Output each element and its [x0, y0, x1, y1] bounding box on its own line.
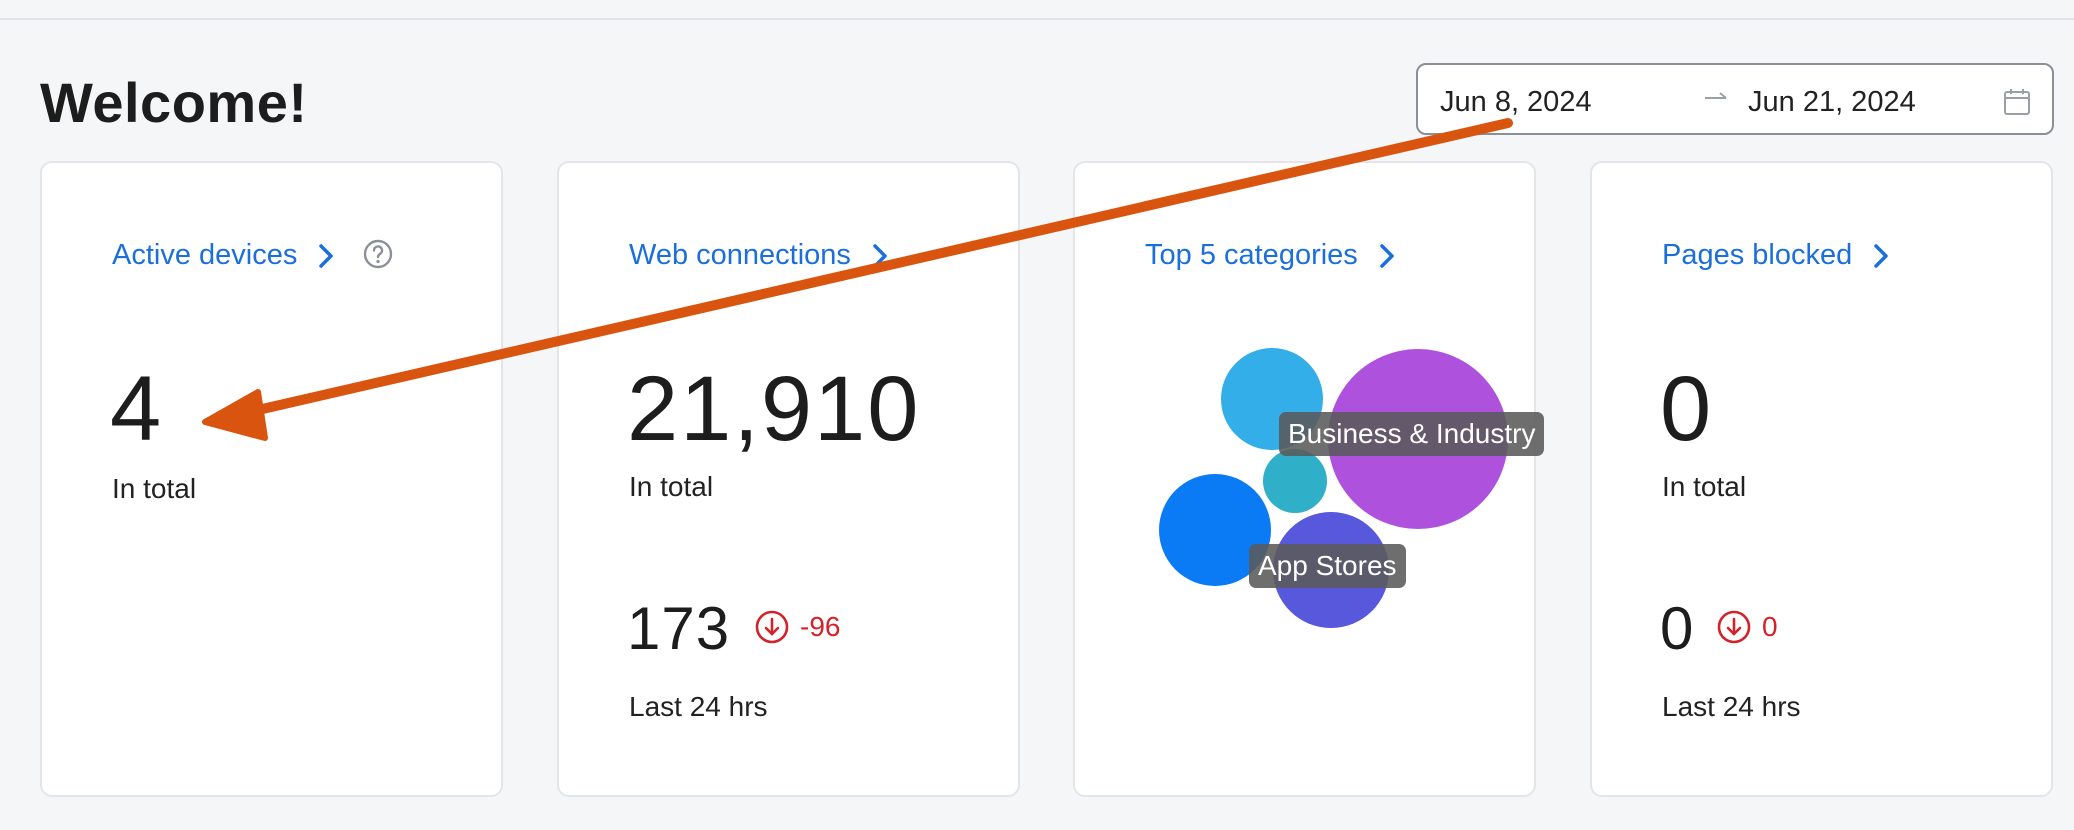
web-connections-last24-label: Last 24 hrs — [629, 691, 768, 722]
pages-blocked-last24: 0 — [1660, 595, 1695, 662]
help-circle-icon[interactable] — [362, 238, 394, 270]
category-bubble[interactable] — [1159, 474, 1271, 586]
web-connections-last24: 173 — [627, 595, 731, 662]
arrow-right-icon — [1705, 92, 1727, 99]
arrow-down-circle-icon — [1717, 610, 1751, 644]
chevron-right-icon — [319, 243, 334, 268]
header-divider — [0, 18, 2074, 20]
web-connections-total-label: In total — [629, 471, 714, 502]
end-date[interactable]: Jun 21, 2024 — [1748, 86, 1916, 118]
pages-blocked-last24-label: Last 24 hrs — [1662, 691, 1801, 722]
page-title: Welcome! — [40, 71, 308, 134]
pages-blocked-delta: 0 — [1716, 609, 1778, 645]
arrow-down-circle-icon — [755, 610, 789, 644]
web-connections-delta: -96 — [754, 609, 840, 645]
calendar-icon[interactable] — [2002, 87, 2032, 117]
category-tooltip: Business & Industry — [1279, 412, 1545, 456]
delta-value: 0 — [1762, 611, 1778, 642]
pages-blocked-total: 0 — [1660, 358, 1714, 460]
chevron-right-icon — [873, 243, 887, 268]
web-connections-label: Web connections — [629, 239, 851, 271]
web-connections-link[interactable]: Web connections — [629, 239, 891, 272]
active-devices-link[interactable]: Active devices — [112, 239, 337, 272]
chevron-right-icon — [1874, 243, 1888, 268]
card-top-categories: Top 5 categories Business & Industry App… — [1073, 161, 1545, 797]
card-web-connections: Web connections 21,910 In total 173 -96 … — [557, 161, 1020, 797]
pages-blocked-total-label: In total — [1662, 471, 1747, 502]
delta-value: -96 — [800, 611, 841, 642]
active-devices-label: Active devices — [112, 239, 298, 271]
category-bubble-chart — [1159, 348, 1508, 628]
pages-blocked-label: Pages blocked — [1662, 239, 1853, 271]
active-devices-total: 4 — [110, 358, 164, 460]
category-tooltip: App Stores — [1249, 544, 1406, 588]
card-pages-blocked: Pages blocked 0 In total 0 0 Last 24 hrs — [1590, 161, 2053, 797]
date-range-picker[interactable]: Jun 8, 2024 Jun 21, 2024 — [1416, 63, 2054, 135]
active-devices-total-label: In total — [112, 473, 197, 504]
category-bubble[interactable] — [1263, 449, 1327, 513]
pages-blocked-link[interactable]: Pages blocked — [1662, 239, 1892, 272]
start-date[interactable]: Jun 8, 2024 — [1440, 86, 1592, 118]
web-connections-total: 21,910 — [627, 358, 921, 460]
card-active-devices: Active devices 4 In total — [40, 161, 503, 797]
